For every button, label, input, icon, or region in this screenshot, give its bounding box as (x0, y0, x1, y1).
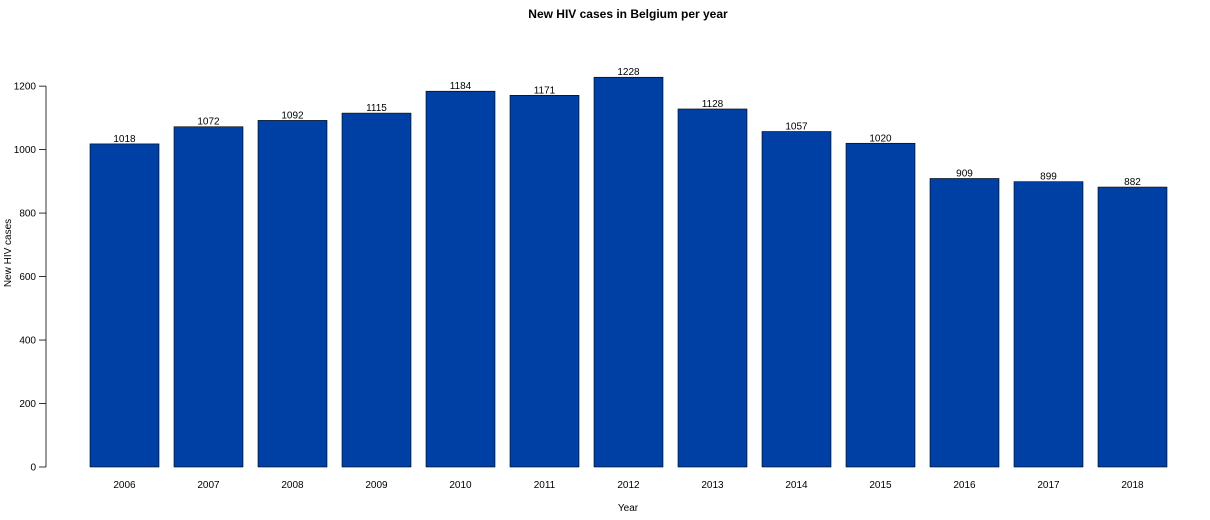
bar-2014 (761, 131, 832, 468)
bar-2017 (1013, 181, 1084, 468)
x-tick-label-2013: 2013 (701, 480, 724, 491)
value-label-2008: 1092 (281, 110, 304, 121)
value-label-2014: 1057 (785, 122, 808, 133)
x-tick-label-2017: 2017 (1037, 480, 1060, 491)
x-tick-label-2014: 2014 (785, 480, 808, 491)
y-axis-label: New HIV cases (3, 219, 14, 287)
bar-2009 (341, 112, 412, 468)
x-tick-label-2006: 2006 (113, 480, 136, 491)
x-tick-label-2018: 2018 (1121, 480, 1144, 491)
value-label-2016: 909 (956, 168, 973, 179)
x-axis-label: Year (618, 503, 639, 514)
x-tick-label-2012: 2012 (617, 480, 640, 491)
bar-2011 (509, 95, 580, 468)
x-tick-label-2015: 2015 (869, 480, 892, 491)
value-label-2009: 1115 (366, 103, 387, 114)
y-tick-label: 1000 (14, 145, 37, 156)
x-tick-label-2011: 2011 (534, 480, 556, 491)
y-tick-label: 200 (19, 399, 36, 410)
bar-2010 (425, 90, 496, 468)
y-tick-label: 600 (19, 272, 36, 283)
value-label-2018: 882 (1124, 177, 1141, 188)
x-tick-label-2010: 2010 (449, 480, 472, 491)
bar-2008 (257, 120, 328, 468)
x-tick-labels-group: 2006 2007 2008 2009 2010 2011 2012 2013 2014 2015… (113, 480, 1144, 491)
x-tick-label-2007: 2007 (197, 480, 220, 491)
bar-2007 (173, 126, 244, 468)
x-tick-label-2008: 2008 (281, 480, 304, 491)
value-label-2006: 1018 (113, 134, 136, 145)
y-tick-label: 1200 (14, 82, 37, 93)
bar-2018 (1097, 186, 1168, 468)
bars-group (89, 76, 1168, 468)
value-label-2011: 1171 (534, 85, 556, 96)
y-axis: 0 200 400 600 800 1000 1200 (14, 82, 47, 474)
y-tick-label: 0 (30, 463, 36, 474)
bar-2015 (845, 142, 916, 468)
bar-2016 (929, 178, 1000, 468)
bar-2013 (677, 108, 748, 468)
bar-2012 (593, 76, 664, 468)
bar-2006 (89, 143, 160, 468)
x-tick-label-2009: 2009 (365, 480, 388, 491)
value-labels-group: 1018 1072 1092 1115 1184 1171 1228 1128 1057 1020… (113, 67, 1141, 188)
value-label-2015: 1020 (869, 133, 892, 144)
y-tick-label: 800 (19, 209, 36, 220)
value-label-2013: 1128 (702, 99, 724, 110)
value-label-2010: 1184 (450, 81, 472, 92)
chart-title: New HIV cases in Belgium per year (528, 7, 728, 21)
value-label-2017: 899 (1040, 172, 1057, 183)
value-label-2012: 1228 (617, 67, 640, 78)
y-tick-label: 400 (19, 336, 36, 347)
value-label-2007: 1072 (197, 117, 220, 128)
x-tick-label-2016: 2016 (953, 480, 976, 491)
